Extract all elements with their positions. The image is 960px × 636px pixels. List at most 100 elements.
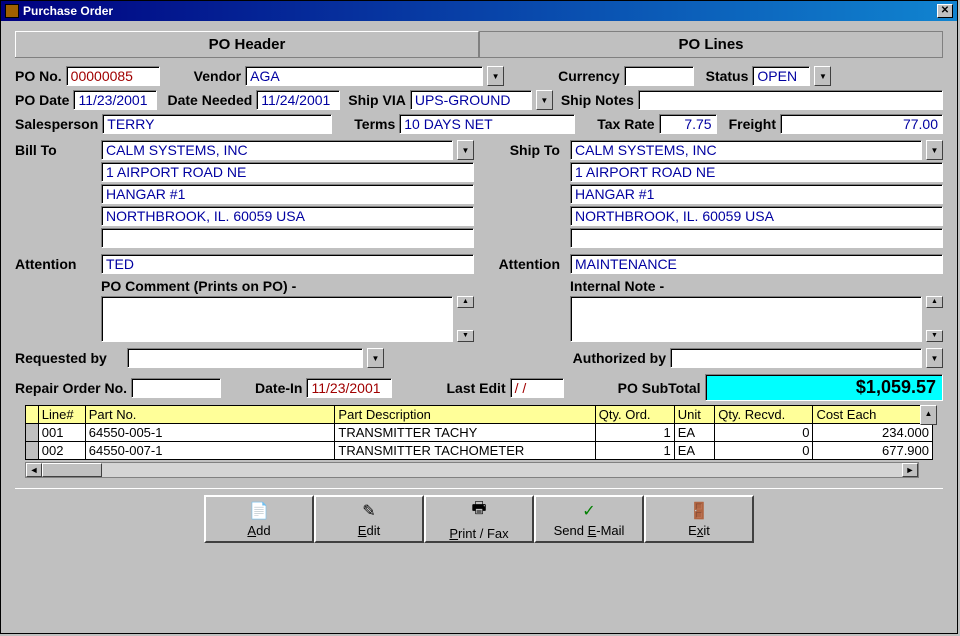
currency-field[interactable]: [624, 66, 694, 86]
grid-scroll-up-icon[interactable]: ▲: [920, 405, 937, 425]
po-comment-spin[interactable]: ▲▼: [457, 296, 474, 342]
col-qty[interactable]: Qty. Ord.: [595, 406, 674, 424]
po-comment-box[interactable]: [101, 296, 453, 342]
label-last-edit: Last Edit: [446, 380, 505, 396]
window-title: Purchase Order: [23, 4, 113, 18]
grid-hscroll[interactable]: ◄ ►: [25, 462, 919, 478]
vendor-field[interactable]: AGA: [245, 66, 483, 86]
grid-header-row: Line# Part No. Part Description Qty. Ord…: [26, 406, 933, 424]
col-unit[interactable]: Unit: [674, 406, 715, 424]
cell-part: 64550-007-1: [85, 442, 335, 460]
date-needed-field[interactable]: 11/24/2001: [256, 90, 340, 110]
requested-by-dropdown-icon[interactable]: ▼: [367, 348, 384, 368]
label-authorized-by: Authorized by: [573, 350, 666, 366]
bill-to-city[interactable]: NORTHBROOK, IL. 60059 USA: [101, 206, 474, 226]
printer-icon: 🖶: [471, 497, 486, 524]
table-row[interactable]: 002 64550-007-1 TRANSMITTER TACHOMETER 1…: [26, 442, 933, 460]
ship-notes-field[interactable]: [638, 90, 943, 110]
ship-to-name[interactable]: CALM SYSTEMS, INC: [570, 140, 922, 160]
bill-to-addr2[interactable]: HANGAR #1: [101, 184, 474, 204]
edit-icon: ✎: [362, 501, 375, 521]
tab-po-lines[interactable]: PO Lines: [479, 31, 943, 57]
action-toolbar: 📄 Add ✎ Edit 🖶 Print / Fax ✓ Send E-Mail…: [15, 488, 943, 543]
col-recv[interactable]: Qty. Recvd.: [715, 406, 813, 424]
ship-via-field[interactable]: UPS-GROUND: [410, 90, 532, 110]
cell-qty: 1: [595, 424, 674, 442]
cell-cost: 234.000: [813, 424, 933, 442]
col-cost[interactable]: Cost Each: [813, 406, 933, 424]
label-internal-note: Internal Note -: [570, 278, 664, 294]
scroll-right-icon[interactable]: ►: [902, 463, 918, 477]
check-icon: ✓: [582, 501, 595, 521]
ship-to-extra[interactable]: [570, 228, 943, 248]
label-freight: Freight: [729, 116, 776, 132]
scroll-thumb[interactable]: [42, 463, 102, 477]
label-repair-order: Repair Order No.: [15, 380, 127, 396]
repair-order-field[interactable]: [131, 378, 221, 398]
label-status: Status: [706, 68, 749, 84]
col-line[interactable]: Line#: [38, 406, 85, 424]
label-requested-by: Requested by: [15, 350, 123, 366]
table-row[interactable]: 001 64550-005-1 TRANSMITTER TACHY 1 EA 0…: [26, 424, 933, 442]
bill-to-attention[interactable]: TED: [101, 254, 474, 274]
ship-to-addr2[interactable]: HANGAR #1: [570, 184, 943, 204]
col-desc[interactable]: Part Description: [335, 406, 595, 424]
exit-button[interactable]: 🚪 Exit: [644, 495, 754, 543]
edit-button[interactable]: ✎ Edit: [314, 495, 424, 543]
btn-label: Exit: [688, 523, 710, 538]
close-icon[interactable]: ✕: [937, 4, 953, 18]
ship-to-addr1[interactable]: 1 AIRPORT ROAD NE: [570, 162, 943, 182]
salesperson-field[interactable]: TERRY: [102, 114, 332, 134]
label-salesperson: Salesperson: [15, 116, 98, 132]
vendor-dropdown-icon[interactable]: ▼: [487, 66, 504, 86]
po-date-field[interactable]: 11/23/2001: [73, 90, 157, 110]
label-bill-to: Bill To: [15, 142, 97, 158]
btn-label: Print / Fax: [449, 526, 508, 541]
po-no-field[interactable]: 00000085: [66, 66, 160, 86]
cell-cost: 677.900: [813, 442, 933, 460]
tab-strip: PO Header PO Lines: [15, 31, 943, 58]
freight-field[interactable]: 77.00: [780, 114, 943, 134]
date-in-field: 11/23/2001: [306, 378, 392, 398]
ship-to-attention[interactable]: MAINTENANCE: [570, 254, 943, 274]
lines-grid: Line# Part No. Part Description Qty. Ord…: [25, 405, 933, 460]
bill-to-name[interactable]: CALM SYSTEMS, INC: [101, 140, 453, 160]
label-ship-notes: Ship Notes: [561, 92, 634, 108]
cell-unit: EA: [674, 424, 715, 442]
print-button[interactable]: 🖶 Print / Fax: [424, 495, 534, 543]
status-dropdown-icon[interactable]: ▼: [814, 66, 831, 86]
tax-rate-field[interactable]: 7.75: [659, 114, 717, 134]
label-po-date: PO Date: [15, 92, 69, 108]
label-currency: Currency: [558, 68, 619, 84]
cell-line: 001: [38, 424, 85, 442]
cell-line: 002: [38, 442, 85, 460]
label-ship-to: Ship To: [484, 142, 566, 158]
label-po-comment: PO Comment (Prints on PO) -: [101, 278, 296, 294]
label-po-subtotal: PO SubTotal: [618, 380, 701, 396]
bill-to-dropdown-icon[interactable]: ▼: [457, 140, 474, 160]
internal-note-spin[interactable]: ▲▼: [926, 296, 943, 342]
ship-via-dropdown-icon[interactable]: ▼: [536, 90, 553, 110]
add-button[interactable]: 📄 Add: [204, 495, 314, 543]
last-edit-field: / /: [510, 378, 564, 398]
cell-qty: 1: [595, 442, 674, 460]
authorized-by-dropdown-icon[interactable]: ▼: [926, 348, 943, 368]
ship-to-dropdown-icon[interactable]: ▼: [926, 140, 943, 160]
requested-by-field[interactable]: [127, 348, 363, 368]
label-po-no: PO No.: [15, 68, 62, 84]
scroll-left-icon[interactable]: ◄: [26, 463, 42, 477]
label-attention-bill: Attention: [15, 256, 97, 272]
email-button[interactable]: ✓ Send E-Mail: [534, 495, 644, 543]
bill-to-extra[interactable]: [101, 228, 474, 248]
col-part[interactable]: Part No.: [85, 406, 335, 424]
status-field[interactable]: OPEN: [752, 66, 810, 86]
lines-grid-wrap: ▲ Line# Part No. Part Description Qty. O…: [15, 405, 943, 478]
internal-note-box[interactable]: [570, 296, 922, 342]
terms-field[interactable]: 10 DAYS NET: [399, 114, 575, 134]
tab-po-header[interactable]: PO Header: [15, 31, 479, 57]
cell-part: 64550-005-1: [85, 424, 335, 442]
authorized-by-field[interactable]: [670, 348, 922, 368]
add-icon: 📄: [249, 501, 269, 521]
ship-to-city[interactable]: NORTHBROOK, IL. 60059 USA: [570, 206, 943, 226]
bill-to-addr1[interactable]: 1 AIRPORT ROAD NE: [101, 162, 474, 182]
